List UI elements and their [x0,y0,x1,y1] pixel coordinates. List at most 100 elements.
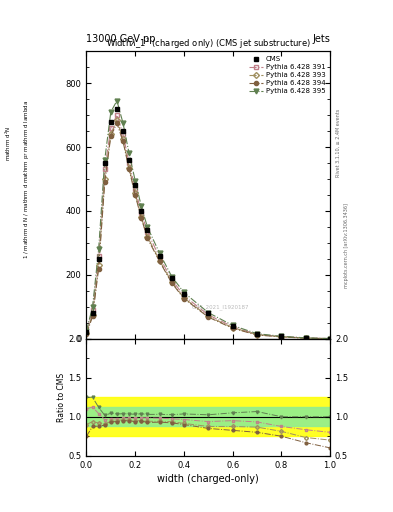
Pythia 6.428 393 [279,334,284,340]
Pythia 6.428 393 [96,262,101,268]
Text: CMS_2021_I1920187: CMS_2021_I1920187 [192,304,249,310]
Pythia 6.428 394 [121,138,125,144]
Pythia 6.428 394 [182,295,186,302]
Pythia 6.428 395 [255,331,259,337]
CMS [169,275,174,281]
Pythia 6.428 391 [255,331,259,337]
Text: mcplots.cern.ch [arXiv:1306.3436]: mcplots.cern.ch [arXiv:1306.3436] [344,203,349,288]
Pythia 6.428 393 [139,215,144,221]
Pythia 6.428 394 [145,235,150,241]
CMS [115,105,119,112]
Text: Rivet 3.1.10, ≥ 2.4M events: Rivet 3.1.10, ≥ 2.4M events [336,109,341,178]
Pythia 6.428 395 [115,98,119,104]
Pythia 6.428 394 [157,259,162,265]
Text: Jets: Jets [312,33,330,44]
Pythia 6.428 391 [84,329,89,335]
Pythia 6.428 395 [133,178,138,184]
Pythia 6.428 391 [102,166,107,173]
Pythia 6.428 391 [157,254,162,261]
Pythia 6.428 395 [182,289,186,295]
Text: 1 / mathrm d N / mathrm d mathrm p$_T$ mathrm d lambda: 1 / mathrm d N / mathrm d mathrm p$_T$ m… [22,100,31,259]
CMS [139,208,144,214]
Pythia 6.428 393 [102,176,107,182]
Line: Pythia 6.428 395: Pythia 6.428 395 [84,98,332,341]
Text: 13000 GeV pp: 13000 GeV pp [86,33,156,44]
Pythia 6.428 391 [169,276,174,283]
Pythia 6.428 395 [169,273,174,280]
CMS [102,160,107,166]
CMS [182,291,186,297]
Pythia 6.428 395 [157,250,162,256]
CMS [84,329,89,335]
CMS [145,227,150,233]
Line: Pythia 6.428 393: Pythia 6.428 393 [84,118,332,340]
Pythia 6.428 393 [303,335,308,341]
Pythia 6.428 391 [133,185,138,191]
Pythia 6.428 394 [90,313,95,319]
Pythia 6.428 395 [145,224,150,230]
Pythia 6.428 394 [133,192,138,198]
Pythia 6.428 394 [328,335,332,342]
Pythia 6.428 393 [121,136,125,142]
CMS [133,182,138,188]
Pythia 6.428 393 [115,117,119,123]
Pythia 6.428 391 [182,293,186,299]
CMS [127,157,132,163]
Pythia 6.428 393 [90,312,95,318]
Pythia 6.428 395 [96,246,101,252]
Pythia 6.428 394 [127,166,132,173]
CMS [90,310,95,316]
CMS [206,310,211,316]
Pythia 6.428 394 [169,280,174,286]
Pythia 6.428 395 [127,151,132,157]
Pythia 6.428 394 [102,179,107,185]
Pythia 6.428 394 [279,334,284,340]
CMS [230,323,235,329]
Pythia 6.428 393 [255,332,259,338]
Pythia 6.428 391 [139,209,144,216]
Pythia 6.428 394 [139,215,144,221]
CMS [303,335,308,341]
Pythia 6.428 395 [102,157,107,163]
CMS [157,252,162,259]
Pythia 6.428 391 [127,160,132,166]
CMS [96,256,101,262]
Pythia 6.428 391 [121,131,125,137]
Pythia 6.428 393 [145,233,150,240]
Pythia 6.428 395 [279,333,284,339]
Pythia 6.428 394 [115,120,119,126]
Pythia 6.428 395 [108,109,113,115]
Pythia 6.428 394 [206,314,211,320]
Pythia 6.428 394 [96,265,101,271]
Pythia 6.428 391 [279,333,284,339]
Pythia 6.428 391 [303,335,308,341]
CMS [279,333,284,339]
Pythia 6.428 395 [139,203,144,209]
Pythia 6.428 395 [230,323,235,329]
Pythia 6.428 393 [328,335,332,342]
Pythia 6.428 395 [84,328,89,334]
Pythia 6.428 393 [182,295,186,301]
Pythia 6.428 391 [108,125,113,131]
Pythia 6.428 391 [96,252,101,259]
Pythia 6.428 395 [90,304,95,310]
Pythia 6.428 395 [121,120,125,126]
Pythia 6.428 391 [230,324,235,330]
Text: mathrm d$^2$N: mathrm d$^2$N [4,125,13,161]
Pythia 6.428 393 [169,279,174,285]
Text: Width$\lambda$_1$^1$ (charged only) (CMS jet substructure): Width$\lambda$_1$^1$ (charged only) (CMS… [106,37,311,51]
CMS [108,118,113,124]
Pythia 6.428 394 [303,335,308,342]
CMS [121,128,125,134]
Line: Pythia 6.428 391: Pythia 6.428 391 [84,113,332,340]
Line: Pythia 6.428 394: Pythia 6.428 394 [84,121,332,340]
Pythia 6.428 391 [328,335,332,342]
Legend: CMS, Pythia 6.428 391, Pythia 6.428 393, Pythia 6.428 394, Pythia 6.428 395: CMS, Pythia 6.428 391, Pythia 6.428 393,… [248,55,327,96]
Pythia 6.428 394 [230,325,235,331]
X-axis label: width (charged-only): width (charged-only) [158,474,259,484]
Pythia 6.428 395 [206,310,211,316]
Pythia 6.428 391 [145,229,150,235]
Line: CMS: CMS [84,106,332,340]
Pythia 6.428 394 [84,331,89,337]
Pythia 6.428 394 [108,133,113,139]
